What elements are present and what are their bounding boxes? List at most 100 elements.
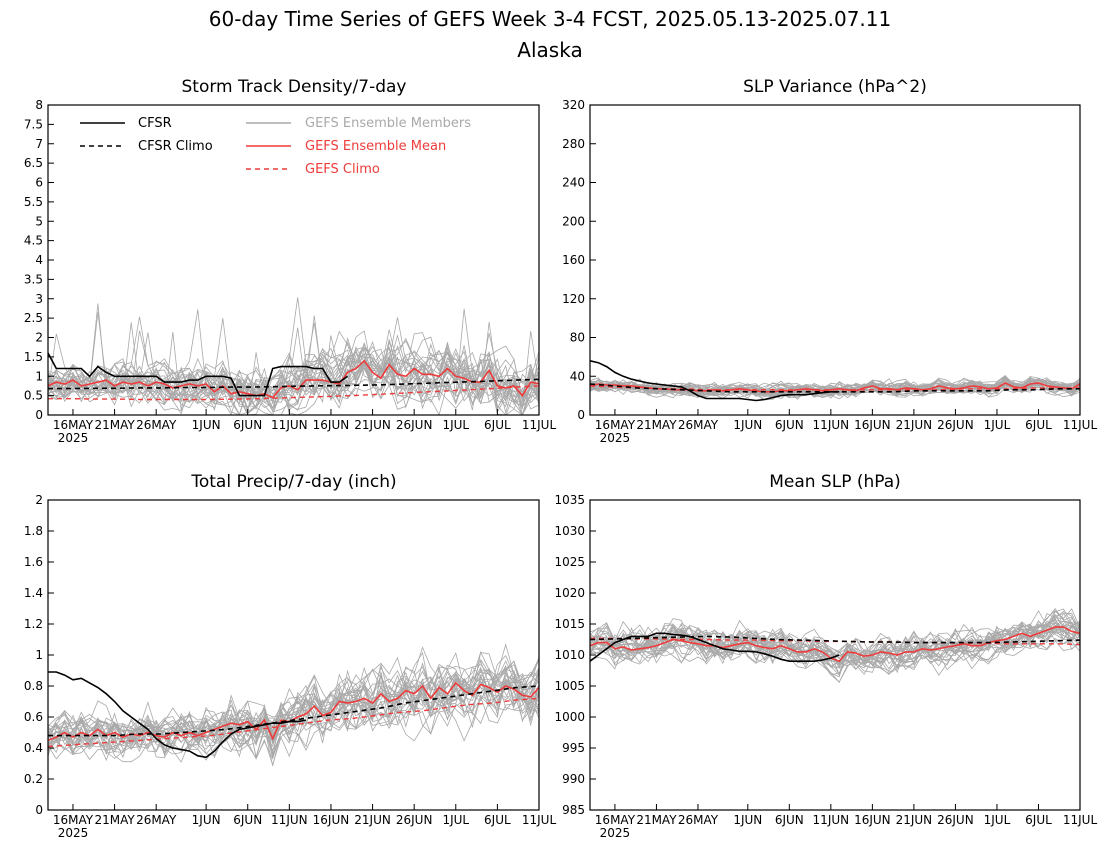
- ensemble-member-line: [48, 657, 539, 758]
- ensemble-member-line: [48, 336, 539, 404]
- y-tick-label: 120: [562, 292, 585, 306]
- x-tick-label: 6JUN: [233, 418, 262, 432]
- legend-label-mean: GEFS Ensemble Mean: [305, 139, 446, 154]
- ensemble-member-line: [48, 652, 539, 755]
- y-tick-label: 6: [35, 176, 43, 190]
- x-tick-label: 16MAY: [595, 418, 636, 432]
- panel-title: Mean SLP (hPa): [769, 472, 901, 492]
- x-tick-label: 6JUL: [484, 418, 511, 432]
- y-tick-label: 0: [35, 803, 43, 817]
- y-tick-label: 80: [570, 331, 585, 345]
- x-tick-label: 16JUN: [313, 813, 350, 827]
- cfsr-line: [590, 360, 840, 402]
- y-tick-label: 0: [577, 408, 585, 422]
- ensemble-member-line: [48, 351, 539, 415]
- panel-title: SLP Variance (hPa^2): [743, 77, 927, 97]
- gefs-mean-line: [48, 359, 539, 399]
- gefs-climo-line: [48, 697, 539, 748]
- y-tick-label: 2: [35, 331, 43, 345]
- panel-total-precip: Total Precip/7-day (inch) 0 0.2 0.4 0.6 0.8 1…: [24, 472, 557, 840]
- legend-label-cfsr-climo: CFSR Climo: [138, 139, 213, 154]
- y-tick-label: 0.4: [24, 741, 43, 755]
- x-tick-label: 11JUL: [522, 418, 557, 432]
- figure-title: 60-day Time Series of GEFS Week 3-4 FCST…: [209, 7, 891, 31]
- y-tick-label: 4.5: [24, 234, 43, 248]
- y-tick-label: 1000: [554, 710, 585, 724]
- x-tick-label: 21JUN: [896, 418, 933, 432]
- y-tick-label: 0: [35, 408, 43, 422]
- y-tick-label: 1.2: [24, 617, 43, 631]
- x-tick-label: 6JUN: [233, 813, 262, 827]
- x-tick-label: 16MAY: [53, 418, 94, 432]
- x-tick-label: 26MAY: [136, 813, 177, 827]
- plot-frame: [47, 499, 540, 811]
- y-tick-label: 160: [562, 253, 585, 267]
- ensemble-member-line: [48, 334, 539, 415]
- y-tick-label: 0.2: [24, 772, 43, 786]
- y-tick-label: 5: [35, 214, 43, 228]
- ensemble-member-line: [590, 375, 1080, 397]
- ensemble-member-line: [590, 617, 1080, 670]
- plot-area: [590, 608, 1080, 684]
- y-tick-label: 280: [562, 137, 585, 151]
- ensemble-member-line: [48, 332, 539, 415]
- ensemble-member-line: [590, 620, 1080, 674]
- x-year-label: 2025: [58, 431, 89, 445]
- y-tick-label: 1.8: [24, 524, 43, 538]
- x-tick-label: 1JUN: [192, 813, 221, 827]
- y-tick-label: 1.5: [24, 350, 43, 364]
- x-year-label: 2025: [600, 431, 631, 445]
- x-tick-label: 6JUL: [1025, 418, 1052, 432]
- y-tick-label: 995: [562, 741, 585, 755]
- x-tick-label: 16MAY: [595, 813, 636, 827]
- x-tick-label: 16JUN: [854, 813, 891, 827]
- ensemble-member-line: [590, 379, 1080, 400]
- y-tick-label: 40: [570, 369, 585, 383]
- y-tick-label: 985: [562, 803, 585, 817]
- x-tick-label: 6JUL: [1025, 813, 1052, 827]
- x-tick-label: 11JUN: [271, 813, 308, 827]
- cfsr-climo-line: [590, 635, 1080, 644]
- y-tick-label: 1: [35, 648, 43, 662]
- x-tick-label: 21MAY: [636, 418, 677, 432]
- y-tick-label: 1025: [554, 555, 585, 569]
- y-tick-label: 6.5: [24, 156, 43, 170]
- x-tick-label: 11JUL: [1063, 418, 1098, 432]
- y-tick-label: 1035: [554, 493, 585, 507]
- x-tick-label: 11JUN: [813, 418, 850, 432]
- y-tick-label: 0.6: [24, 710, 43, 724]
- x-tick-label: 26MAY: [678, 813, 719, 827]
- x-tick-label: 11JUN: [813, 813, 850, 827]
- ensemble-member-line: [48, 660, 539, 748]
- y-tick-label: 1030: [554, 524, 585, 538]
- y-tick-label: 1.6: [24, 555, 43, 569]
- x-tick-label: 26JUN: [396, 813, 433, 827]
- y-tick-label: 2: [35, 493, 43, 507]
- x-year-label: 2025: [600, 826, 631, 840]
- y-tick-label: 320: [562, 98, 585, 112]
- panel-title: Storm Track Density/7-day: [182, 77, 407, 97]
- x-tick-label: 1JUL: [442, 418, 469, 432]
- x-tick-label: 11JUL: [1063, 813, 1098, 827]
- ensemble-member-line: [48, 646, 539, 745]
- legend-label-gefs-climo: GEFS Climo: [305, 162, 380, 177]
- x-tick-label: 26MAY: [136, 418, 177, 432]
- y-tick-label: 2.5: [24, 311, 43, 325]
- y-tick-label: 3: [35, 292, 43, 306]
- x-tick-label: 6JUL: [484, 813, 511, 827]
- y-tick-label: 1.4: [24, 586, 43, 600]
- x-tick-label: 1JUN: [192, 418, 221, 432]
- x-tick-label: 16JUN: [854, 418, 891, 432]
- plot-area: [48, 643, 539, 767]
- ensemble-member-line: [48, 321, 539, 415]
- x-tick-label: 6JUN: [775, 813, 804, 827]
- x-tick-label: 11JUL: [522, 813, 557, 827]
- x-tick-label: 1JUL: [984, 418, 1011, 432]
- y-tick-label: 7: [35, 137, 43, 151]
- x-tick-label: 21JUN: [354, 418, 391, 432]
- y-tick-label: 240: [562, 176, 585, 190]
- cfsr-line: [48, 671, 307, 759]
- ensemble-member-line: [590, 624, 1080, 676]
- y-tick-label: 7.5: [24, 117, 43, 131]
